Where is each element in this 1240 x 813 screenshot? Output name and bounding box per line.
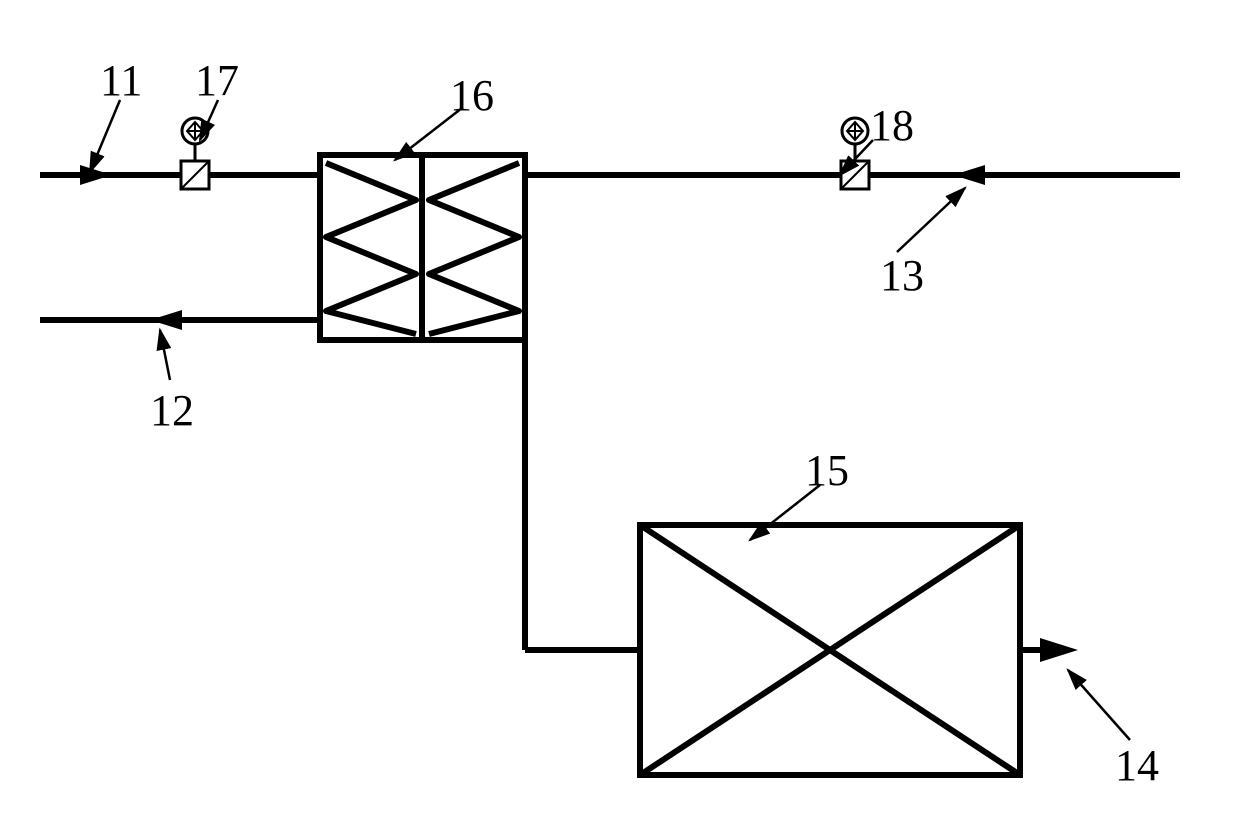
label-11: 11: [100, 55, 142, 106]
label-13: 13: [880, 250, 924, 301]
label-17: 17: [195, 55, 239, 106]
arrow-out-left: [150, 310, 182, 330]
label-12: 12: [150, 385, 194, 436]
arrow-out-filter: [1040, 638, 1078, 662]
leader-14: [1068, 670, 1130, 740]
label-16: 16: [450, 70, 494, 121]
label-18: 18: [870, 100, 914, 151]
label-14: 14: [1115, 740, 1159, 791]
arrow-in-right: [953, 165, 985, 185]
leader-13: [897, 188, 965, 252]
label-15: 15: [805, 445, 849, 496]
leader-11: [90, 100, 120, 172]
arrow-in-left: [80, 165, 112, 185]
leader-12: [160, 330, 170, 380]
